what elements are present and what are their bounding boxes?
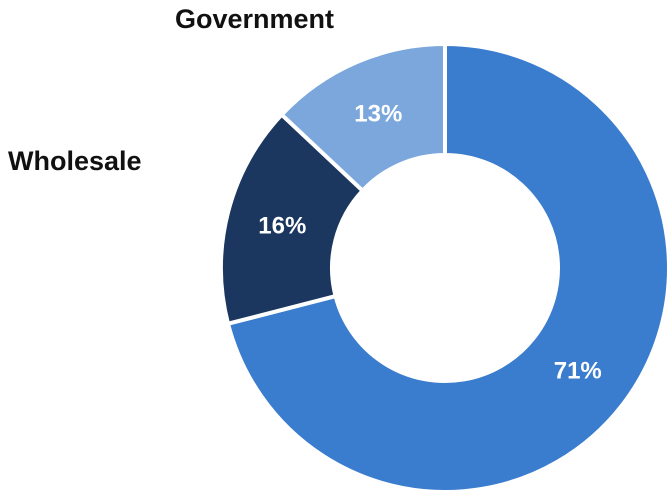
data-label-2: 13% <box>354 100 402 127</box>
donut-slice-0 <box>225 41 669 492</box>
category-label-wholesale: Wholesale <box>8 146 142 176</box>
donut-slices <box>219 41 669 492</box>
category-label-government: Government <box>175 4 334 34</box>
category-labels: Wholesale Government <box>8 4 334 176</box>
data-labels: 71% 16% 13% <box>258 100 602 384</box>
donut-slice-2 <box>278 41 447 194</box>
donut-slice-1 <box>219 111 366 327</box>
data-label-1: 16% <box>258 213 306 240</box>
data-label-0: 71% <box>554 357 602 384</box>
